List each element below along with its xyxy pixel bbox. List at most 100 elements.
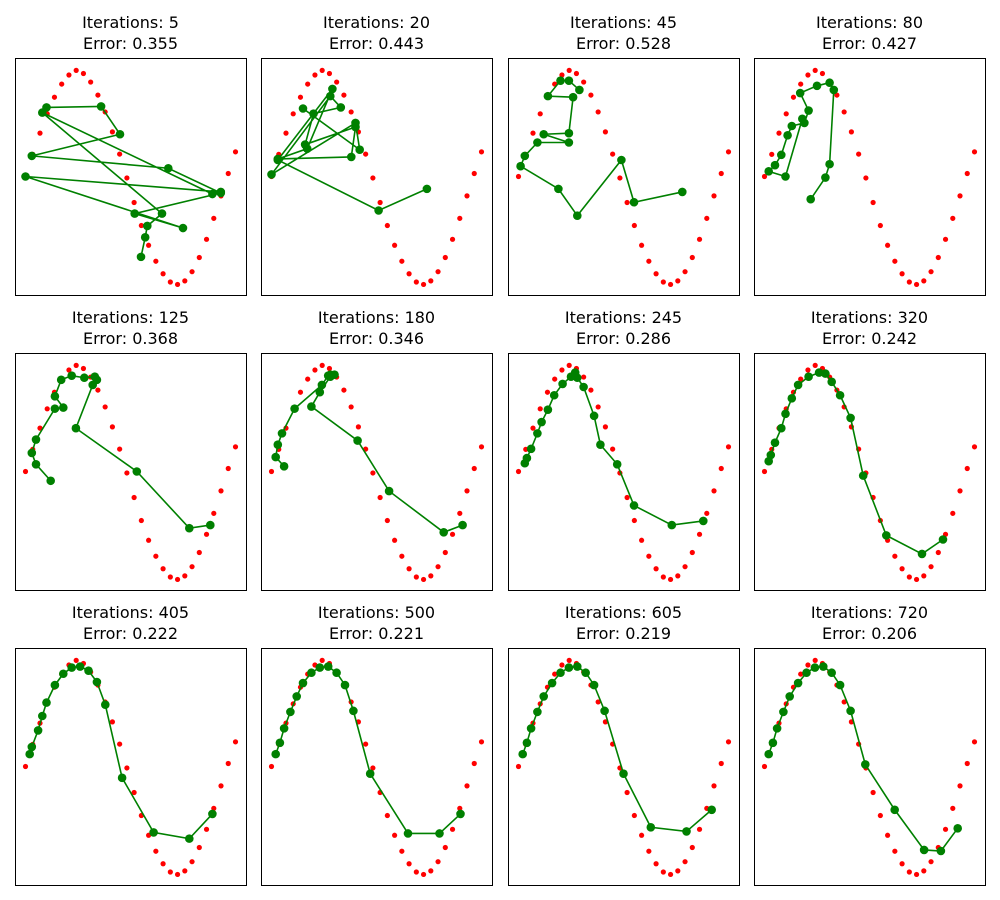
panel-title-error: Error: 0.355 — [83, 34, 178, 53]
fitted-point — [537, 417, 546, 427]
fitted-point — [825, 159, 834, 169]
target-point — [646, 553, 652, 559]
fitted-point — [178, 223, 188, 233]
fitted-point — [846, 413, 855, 423]
target-point — [326, 365, 333, 372]
target-point — [942, 236, 949, 242]
fitted-point — [646, 823, 656, 832]
fitted-point — [75, 662, 85, 671]
fitted-path-line — [25, 105, 224, 258]
target-point — [225, 170, 231, 177]
target-point — [581, 79, 587, 85]
fitted-point — [384, 486, 394, 496]
fitted-point — [564, 128, 574, 138]
target-point — [290, 111, 296, 117]
target-point — [355, 424, 361, 430]
target-point — [841, 699, 847, 705]
fitted-point — [682, 827, 691, 836]
target-point — [559, 367, 565, 373]
fitted-point — [286, 707, 295, 717]
target-point — [413, 574, 419, 580]
target-point — [696, 236, 703, 242]
target-point — [675, 278, 681, 284]
target-point — [435, 269, 441, 275]
fitted-point — [770, 438, 780, 447]
fitted-point — [781, 409, 790, 419]
target-point — [174, 281, 181, 288]
fitted-point — [827, 377, 836, 387]
fitted-point — [543, 91, 553, 101]
fitted-point — [185, 523, 194, 533]
fitted-point — [516, 161, 525, 171]
fitted-point — [936, 846, 946, 856]
target-point — [406, 271, 412, 277]
target-point — [950, 510, 956, 516]
target-point — [725, 444, 732, 450]
target-point — [639, 242, 645, 248]
target-point — [805, 662, 811, 668]
target-point — [232, 739, 239, 745]
fitted-point — [185, 834, 194, 843]
target-point — [406, 861, 412, 867]
fitted-point — [917, 549, 927, 559]
fitted-point — [117, 773, 127, 783]
target-point — [305, 81, 311, 87]
fitted-point — [21, 172, 30, 181]
fitted-point — [96, 102, 106, 111]
target-point — [109, 129, 115, 135]
fitted-point — [581, 668, 590, 678]
target-point — [283, 130, 289, 136]
fitted-point — [554, 184, 563, 194]
panel-title-iterations: Iterations: 320 — [811, 308, 928, 327]
target-point — [66, 367, 72, 373]
target-point — [109, 424, 115, 430]
fitted-point — [328, 84, 337, 94]
target-point — [131, 199, 137, 206]
fitted-point — [821, 369, 830, 378]
target-point — [689, 844, 695, 851]
target-point — [646, 258, 652, 264]
target-point — [95, 387, 101, 393]
target-point — [971, 739, 978, 745]
fitted-point — [56, 375, 66, 385]
fitted-point — [798, 114, 807, 124]
target-point — [435, 859, 441, 865]
fitted-point — [573, 211, 582, 220]
fitted-point — [768, 738, 778, 748]
target-point — [464, 783, 470, 789]
fitted-path-line — [767, 81, 835, 200]
fitted-point — [307, 668, 316, 678]
target-point — [153, 553, 159, 559]
fitted-point — [50, 404, 60, 413]
fitted-point — [617, 155, 626, 165]
target-point — [88, 79, 94, 85]
fitted-point — [347, 152, 356, 162]
fitted-point — [558, 379, 567, 389]
fitted-point — [50, 680, 60, 690]
fitted-point — [140, 233, 150, 242]
target-point — [51, 94, 58, 100]
target-point — [906, 869, 912, 875]
target-point — [798, 671, 804, 677]
target-point — [711, 488, 717, 494]
target-point — [326, 70, 333, 77]
fitted-point — [46, 476, 55, 486]
target-point — [73, 67, 79, 73]
target-point — [913, 576, 920, 583]
target-point — [449, 236, 456, 242]
target-point — [718, 760, 724, 767]
target-point — [102, 404, 108, 410]
target-point — [689, 549, 695, 556]
target-point — [167, 869, 173, 875]
target-point — [478, 739, 485, 745]
target-point — [928, 269, 934, 275]
target-point — [841, 109, 847, 115]
target-point — [515, 763, 522, 770]
target-point — [312, 367, 318, 373]
target-point — [211, 510, 217, 516]
fitted-point — [804, 372, 813, 382]
fitted-point — [612, 459, 622, 469]
target-point — [631, 517, 637, 524]
panel-4: Iterations: 80 Error: 0.427 — [754, 13, 986, 296]
panel-title-error: Error: 0.219 — [576, 624, 671, 643]
